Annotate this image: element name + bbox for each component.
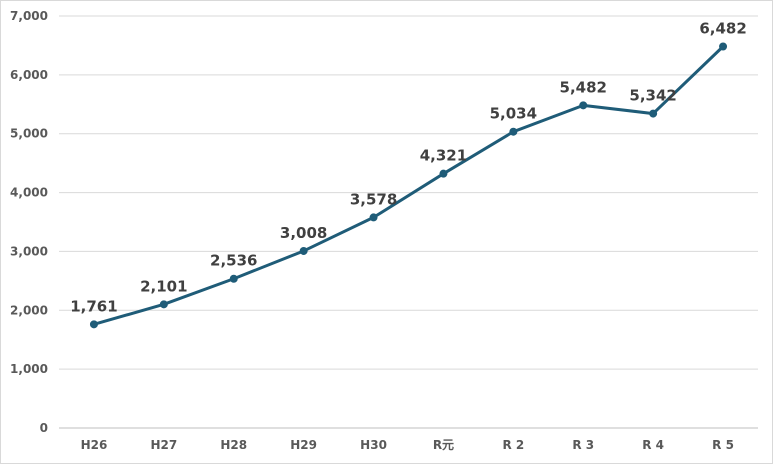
x-tick-label: H28 [220,438,247,452]
data-label: 2,536 [210,252,257,270]
data-label: 4,321 [420,147,467,165]
data-point [159,300,168,309]
y-tick-label: 6,000 [10,68,48,82]
x-tick-label: H26 [81,438,108,452]
data-point [229,274,238,283]
data-point [579,101,588,110]
series-line [92,44,725,326]
y-tick-label: 2,000 [10,303,48,317]
x-tick-label: R元 [433,438,454,452]
data-label: 2,101 [140,277,187,295]
y-tick-label: 3,000 [10,244,48,258]
x-tick-label: R 5 [712,438,734,452]
y-tick-label: 1,000 [10,362,48,376]
data-label: 6,482 [699,19,746,37]
x-tick-label: H27 [150,438,177,452]
y-tick-label: 4,000 [10,186,48,200]
data-point [719,42,728,51]
x-tick-label: R 4 [642,438,664,452]
data-point [439,169,448,178]
data-label: 5,482 [560,78,607,96]
data-label: 5,342 [629,87,676,105]
data-point [299,246,308,255]
data-point [649,109,658,118]
x-tick-label: R 3 [572,438,594,452]
x-tick-label: H30 [360,438,387,452]
data-point [369,213,378,222]
data-point [89,320,98,329]
y-tick-label: 0 [40,421,48,435]
data-point [509,127,518,136]
x-tick-label: R 2 [502,438,524,452]
data-label: 3,578 [350,190,397,208]
data-label: 1,761 [70,297,117,315]
y-tick-label: 5,000 [10,127,48,141]
data-label: 5,034 [490,105,537,123]
y-tick-label: 7,000 [10,9,48,23]
data-label: 3,008 [280,224,327,242]
x-tick-label: H29 [290,438,317,452]
